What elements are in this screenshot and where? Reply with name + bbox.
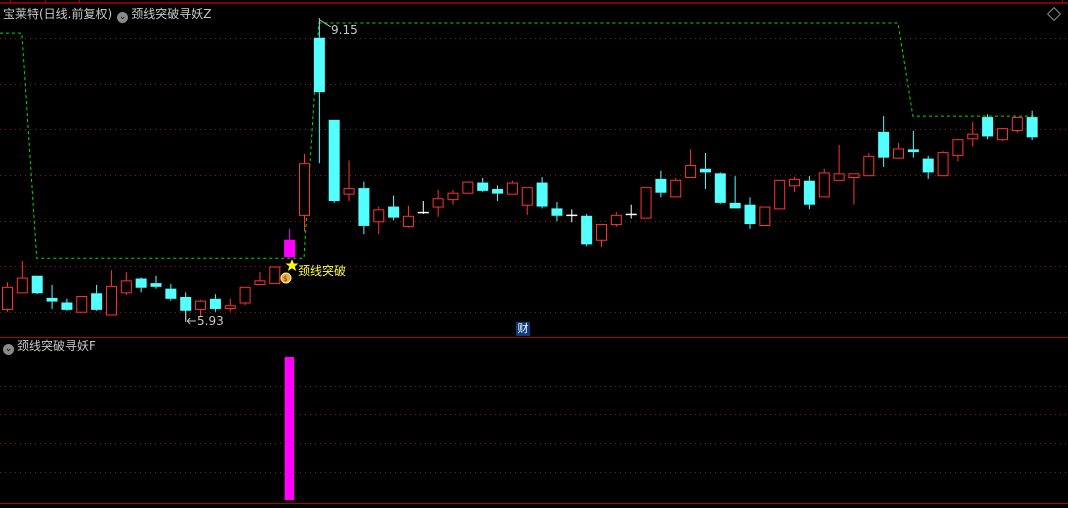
chart-title: 宝莱特(日线.前复权) ⌄ 颈线突破寻妖Z bbox=[3, 7, 211, 23]
candle-body bbox=[105, 285, 117, 316]
candle-body bbox=[640, 187, 652, 219]
candle-body bbox=[922, 158, 934, 173]
neckline-path bbox=[0, 22, 1035, 259]
candle-body bbox=[744, 204, 756, 225]
chevron-down-icon[interactable]: ⌄ bbox=[117, 12, 129, 23]
candle-body bbox=[284, 239, 296, 258]
candle-body bbox=[61, 302, 73, 310]
sub-indicator-title[interactable]: 颈线突破寻妖F bbox=[17, 339, 96, 353]
high-price-label: 9.15 bbox=[331, 23, 358, 37]
candle-body bbox=[699, 168, 711, 173]
candle-body bbox=[655, 178, 667, 193]
low-arrow bbox=[185, 311, 196, 325]
candle-body bbox=[685, 165, 697, 179]
candle-body bbox=[596, 224, 607, 241]
candle-body bbox=[774, 179, 786, 210]
candle-body bbox=[996, 128, 1008, 141]
money-bag-icon bbox=[280, 272, 292, 284]
grid-lines bbox=[0, 38, 1068, 473]
candle-body bbox=[195, 300, 207, 310]
candle-body bbox=[952, 139, 964, 156]
stock-title: 宝莱特(日线.前复权) bbox=[3, 7, 113, 21]
finance-badge[interactable]: 财 bbox=[516, 322, 530, 336]
candle-body bbox=[506, 182, 518, 195]
candle-body bbox=[803, 180, 815, 205]
sub-indicator-bars bbox=[284, 357, 295, 500]
candle-body bbox=[150, 283, 162, 287]
candle-body bbox=[937, 152, 949, 177]
candle-body bbox=[521, 187, 533, 206]
candle-body bbox=[388, 206, 400, 218]
candle-body bbox=[31, 275, 43, 294]
candle-body bbox=[670, 179, 682, 198]
candle-body bbox=[759, 206, 771, 227]
candle-body bbox=[477, 182, 489, 191]
neckline bbox=[0, 22, 1035, 259]
candle-body bbox=[209, 298, 221, 309]
candle-body bbox=[343, 188, 355, 195]
candle-body bbox=[462, 181, 474, 194]
candle-body bbox=[1011, 117, 1023, 131]
candle-body bbox=[982, 117, 994, 137]
candle-body bbox=[239, 286, 251, 304]
candle-body bbox=[313, 37, 325, 93]
candle-body bbox=[818, 172, 830, 198]
candle-body bbox=[447, 192, 459, 201]
money-bag-symbol: $ bbox=[283, 275, 287, 283]
candle-body bbox=[358, 188, 370, 226]
candle-body bbox=[893, 148, 904, 159]
candle-body bbox=[224, 305, 236, 310]
high-flag-arrow bbox=[318, 18, 332, 28]
candle-body bbox=[254, 280, 266, 286]
candle-body bbox=[581, 215, 593, 245]
candles[interactable] bbox=[2, 22, 1038, 321]
candle-body bbox=[120, 280, 132, 294]
candle-body bbox=[1026, 117, 1038, 138]
candle-body bbox=[789, 178, 801, 187]
candle-body bbox=[91, 293, 103, 310]
candle-body bbox=[833, 173, 845, 181]
candle-body bbox=[492, 189, 504, 194]
candle-body bbox=[848, 173, 860, 179]
candle-body bbox=[610, 214, 622, 226]
candle-body bbox=[714, 173, 726, 203]
candle-body bbox=[878, 131, 890, 158]
signal-bar bbox=[284, 357, 295, 500]
candle-body bbox=[373, 209, 385, 223]
candle-body bbox=[328, 119, 340, 202]
candle-body bbox=[551, 208, 563, 216]
candle-body bbox=[863, 155, 875, 177]
candle-body bbox=[402, 215, 414, 227]
candle-body bbox=[2, 286, 13, 310]
candle-body bbox=[536, 182, 548, 207]
candle-body bbox=[165, 288, 177, 299]
candle-body bbox=[180, 296, 192, 311]
candle-body bbox=[46, 297, 58, 302]
candle-body bbox=[135, 278, 147, 288]
sub-panel-title: ⌄ 颈线突破寻妖F bbox=[0, 339, 96, 355]
annotation-marks: $ bbox=[185, 18, 332, 325]
candle-body bbox=[299, 163, 310, 216]
candle-body bbox=[907, 149, 919, 153]
candle-body bbox=[76, 296, 88, 313]
candle-body bbox=[269, 266, 281, 285]
signal-label: 颈线突破 bbox=[298, 264, 347, 278]
main-indicator-title[interactable]: 颈线突破寻妖Z bbox=[131, 7, 212, 21]
low-price-label: 5.93 bbox=[197, 314, 224, 328]
star-icon bbox=[285, 259, 299, 271]
candle-body bbox=[16, 277, 28, 294]
chevron-down-icon[interactable]: ⌄ bbox=[3, 344, 14, 355]
candle-body bbox=[967, 133, 979, 140]
candle-body bbox=[729, 202, 741, 209]
candle-body bbox=[432, 198, 444, 208]
